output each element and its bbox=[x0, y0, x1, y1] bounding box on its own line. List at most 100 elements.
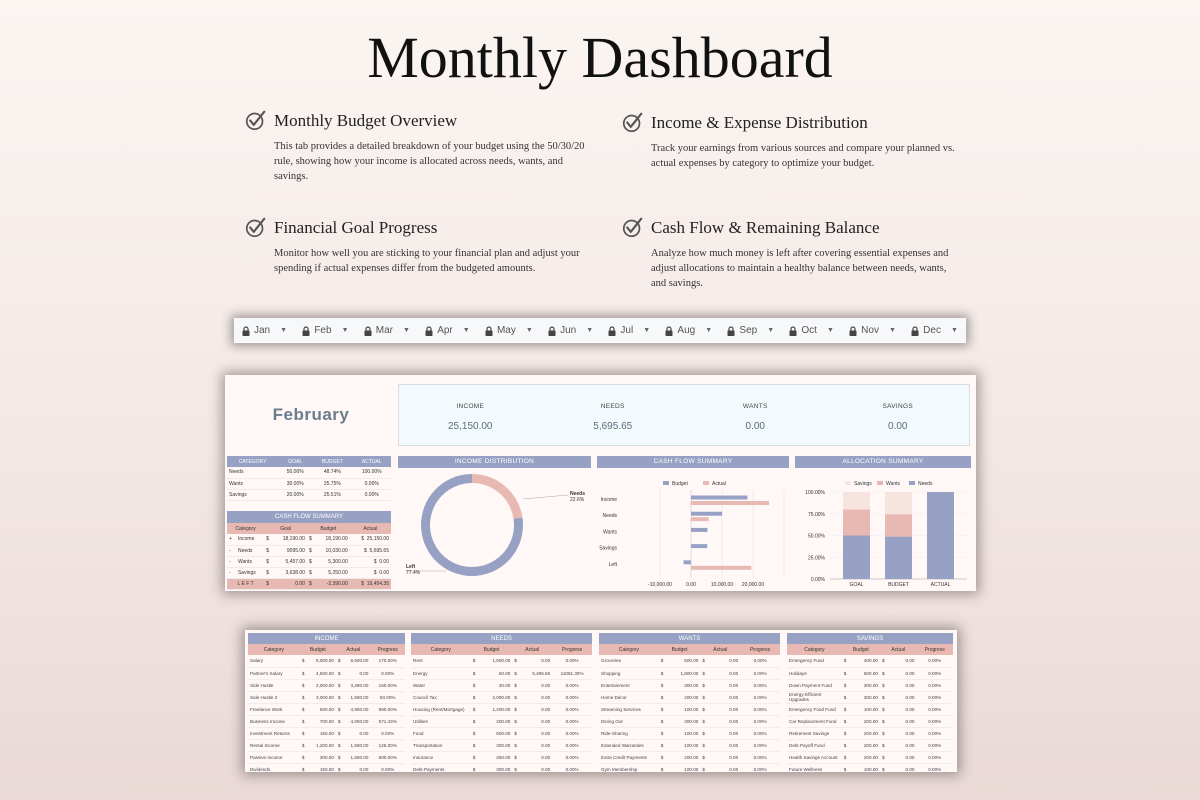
actual-cell: 0.00 bbox=[889, 703, 917, 716]
currency: $ bbox=[879, 751, 890, 764]
budget-cell: 4,500.00 bbox=[309, 667, 336, 680]
cell: $ 0.00 bbox=[349, 556, 391, 568]
check-circle-icon bbox=[245, 110, 266, 131]
category-cell: Shopping bbox=[599, 667, 659, 680]
month-tab-sep[interactable]: Sep ▼ bbox=[727, 325, 774, 336]
currency: $ bbox=[335, 715, 346, 728]
month-tab-feb[interactable]: Feb ▼ bbox=[302, 325, 349, 336]
table-row: Freelance Work $500.00 $4,950.00 990.00% bbox=[248, 703, 405, 716]
month-tab-jun[interactable]: Jun ▼ bbox=[548, 325, 593, 336]
month-tab-label: Dec bbox=[923, 325, 941, 336]
feature-title: Cash Flow & Remaining Balance bbox=[651, 217, 880, 237]
svg-text:Wants: Wants bbox=[886, 481, 900, 487]
month-tab-mar[interactable]: Mar ▼ bbox=[364, 325, 410, 336]
dropdown-caret-icon: ▼ bbox=[950, 327, 958, 334]
progress-cell: 571.43% bbox=[370, 715, 405, 728]
currency: $ bbox=[512, 727, 524, 740]
svg-text:Savings: Savings bbox=[854, 481, 872, 487]
currency: $ bbox=[879, 739, 890, 752]
svg-text:GOAL: GOAL bbox=[850, 582, 864, 588]
svg-text:Savings: Savings bbox=[599, 546, 617, 552]
category-cell: Water bbox=[411, 679, 471, 692]
category-cell: Council Tax bbox=[411, 691, 471, 704]
table-row: Water $30.00 $0.00 0.00% bbox=[411, 679, 592, 692]
currency: $ bbox=[658, 739, 670, 752]
lock-icon bbox=[425, 325, 433, 336]
currency: $ bbox=[470, 715, 482, 728]
progress-cell: 0.00% bbox=[740, 667, 780, 680]
bar-budget-savings bbox=[691, 544, 708, 549]
cell: -2,390.00 bbox=[315, 578, 350, 590]
dropdown-caret-icon: ▼ bbox=[767, 327, 775, 334]
column-header: Budget bbox=[841, 644, 880, 655]
category-cell: Groceries bbox=[599, 655, 659, 668]
progress-cell: 0.00% bbox=[552, 703, 592, 716]
table-row: Debt Payoff Fund $200.00 $0.00 0.00% bbox=[787, 739, 953, 752]
table-row: Business Income $700.00 $4,000.00 571.43% bbox=[248, 715, 405, 728]
progress-cell: 0.00% bbox=[740, 691, 780, 704]
progress-cell: 0.00% bbox=[740, 751, 780, 764]
kpi-label: WANTS bbox=[742, 403, 768, 410]
progress-cell: 0.00% bbox=[916, 751, 953, 764]
month-tab-may[interactable]: May ▼ bbox=[485, 325, 533, 336]
actual-cell: 4,950.00 bbox=[345, 703, 371, 716]
progress-cell: 160.00% bbox=[370, 679, 405, 692]
table-title: SAVINGS bbox=[787, 633, 953, 644]
currency: $ bbox=[470, 691, 482, 704]
currency: $ bbox=[470, 703, 482, 716]
actual-cell: 8,500.00 bbox=[345, 655, 371, 668]
column-header: ACTUAL bbox=[361, 458, 382, 465]
cell: 0.00% bbox=[352, 478, 391, 490]
month-tab-label: Mar bbox=[375, 325, 393, 336]
cell: 0.00% bbox=[352, 489, 391, 501]
month-tab-dec[interactable]: Dec ▼ bbox=[911, 325, 958, 336]
svg-text:77.4%: 77.4% bbox=[406, 570, 421, 576]
table-row: Food $500.00 $0.00 0.00% bbox=[411, 727, 592, 740]
month-tab-jan[interactable]: Jan ▼ bbox=[242, 325, 287, 336]
actual-cell: 0.00 bbox=[345, 727, 371, 740]
month-tab-jul[interactable]: Jul ▼ bbox=[608, 325, 650, 336]
currency: $ bbox=[700, 727, 712, 740]
currency: $ bbox=[306, 567, 316, 579]
bar-budget-income bbox=[691, 495, 748, 500]
actual-cell: 3,290.00 bbox=[345, 679, 371, 692]
feature-income-expense: Income & Expense Distribution Track your… bbox=[622, 112, 962, 171]
column-header: Category bbox=[248, 644, 300, 655]
table-row: - Savings $3,638.00 $5,250.00 $ 0.00 bbox=[227, 567, 391, 579]
month-tab-oct[interactable]: Oct ▼ bbox=[789, 325, 834, 336]
allocation-stacked-chart: Savings Wants Needs 0.00% 25.00% 50.00% 75.00%… bbox=[805, 481, 967, 588]
budget-cell: 200.00 bbox=[851, 727, 880, 740]
cell: 48.74% bbox=[312, 467, 353, 479]
table-title: WANTS bbox=[599, 633, 780, 644]
progress-cell: 990.00% bbox=[370, 703, 405, 716]
currency: $ bbox=[841, 727, 852, 740]
cell: 5,300.00 bbox=[315, 556, 350, 568]
currency: $ bbox=[879, 679, 890, 692]
cell: $ 19,454.35 bbox=[349, 578, 391, 590]
actual-cell: 0.00 bbox=[711, 751, 741, 764]
actual-cell: 0.00 bbox=[345, 763, 371, 772]
category-cell: Business Income bbox=[248, 715, 300, 728]
currency: $ bbox=[512, 715, 524, 728]
panel-title: INCOME DISTRIBUTION bbox=[398, 456, 591, 468]
month-tab-apr[interactable]: Apr ▼ bbox=[425, 325, 470, 336]
kpi-label: SAVINGS bbox=[882, 403, 913, 410]
bar-budget-left bbox=[683, 560, 691, 565]
currency: $ bbox=[264, 556, 273, 568]
column-header: Actual bbox=[512, 644, 553, 655]
bar-actual-left bbox=[691, 565, 752, 570]
stack-savings-goal bbox=[843, 492, 870, 510]
currency: $ bbox=[299, 751, 310, 764]
svg-text:100.00%: 100.00% bbox=[805, 490, 825, 496]
currency: $ bbox=[470, 751, 482, 764]
category-cell: Dining Out bbox=[599, 715, 659, 728]
progress-cell: 0.00% bbox=[916, 763, 953, 772]
month-tab-aug[interactable]: Aug ▼ bbox=[665, 325, 712, 336]
month-tab-nov[interactable]: Nov ▼ bbox=[849, 325, 896, 336]
progress-cell: 500.00% bbox=[370, 751, 405, 764]
currency: $ bbox=[512, 763, 524, 772]
actual-cell: 0.00 bbox=[523, 763, 553, 772]
progress-cell: 0.00% bbox=[740, 715, 780, 728]
category-cell: Emergency Fund bbox=[787, 655, 842, 668]
cell: Needs bbox=[235, 545, 265, 557]
